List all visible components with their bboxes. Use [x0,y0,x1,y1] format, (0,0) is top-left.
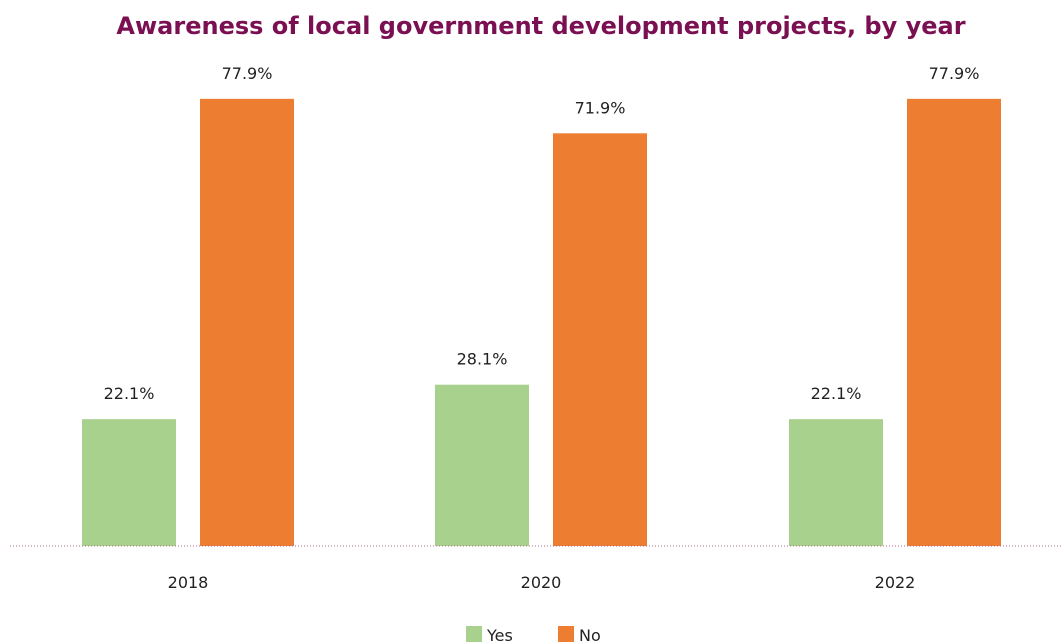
data-label-no-2022: 77.9% [929,64,980,83]
bar-labels-group: 22.1% 77.9% 28.1% 71.9% 22.1% 77.9% [104,64,980,403]
bar-no-2018 [200,98,294,546]
legend-swatch-no [558,626,574,642]
legend-label-no: No [579,626,601,644]
x-tick-label-2018: 2018 [168,573,209,592]
data-label-no-2018: 77.9% [222,64,273,83]
data-label-yes-2020: 28.1% [457,350,508,369]
x-tick-labels-group: 2018 2020 2022 [168,573,916,592]
data-label-yes-2022: 22.1% [811,384,862,403]
bar-no-2020 [553,133,647,546]
bars-group [82,98,1001,546]
chart-title: Awareness of local government developmen… [116,12,965,40]
legend-swatch-yes [466,626,482,642]
bar-yes-2018 [82,419,176,546]
x-tick-label-2020: 2020 [521,573,562,592]
legend-label-yes: Yes [486,626,513,644]
data-label-no-2020: 71.9% [575,98,626,117]
data-label-yes-2018: 22.1% [104,384,155,403]
x-tick-label-2022: 2022 [875,573,916,592]
bar-yes-2020 [435,384,529,546]
legend: Yes No [466,626,601,644]
bar-yes-2022 [789,419,883,546]
bar-no-2022 [907,98,1001,546]
